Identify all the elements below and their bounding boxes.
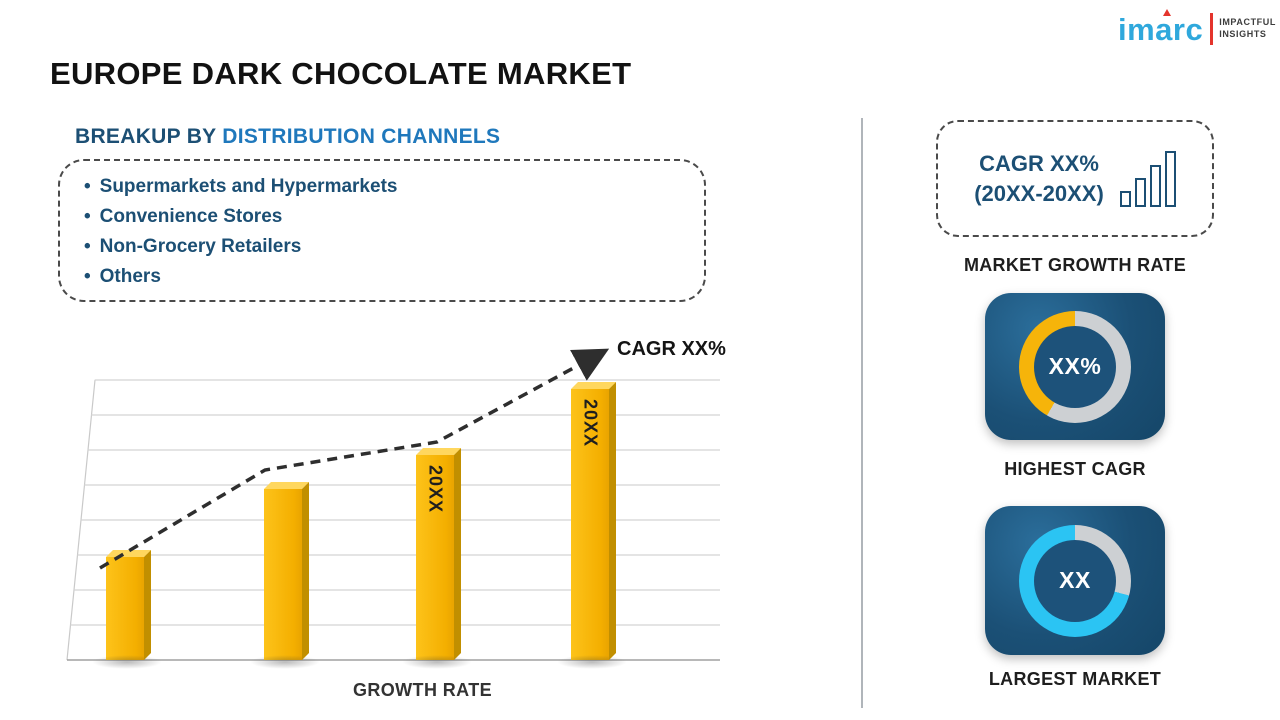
breakup-heading-highlight: DISTRIBUTION CHANNELS: [222, 125, 501, 148]
imarc-tagline-line1: IMPACTFUL: [1219, 17, 1276, 28]
chart-bar: 20XX: [557, 389, 627, 669]
chart-bar: 20XX: [402, 455, 472, 669]
highest-cagr-caption: HIGHEST CAGR: [1004, 459, 1146, 479]
bar-chart-icon-bar: [1134, 177, 1146, 207]
chart-gridlines: [66, 379, 720, 661]
imarc-tagline-line2: INSIGHTS: [1219, 29, 1267, 39]
bar-shadow: [402, 655, 472, 669]
cagr-card-text: CAGR XX% (20XX-20XX): [974, 149, 1104, 208]
bar-label: 20XX: [580, 399, 601, 448]
market-growth-rate-caption: MARKET GROWTH RATE: [963, 255, 1187, 275]
breakup-heading: BREAKUP BY DISTRIBUTION CHANNELS: [75, 125, 500, 149]
imarc-logo-tagline: IMPACTFUL INSIGHTS: [1219, 17, 1276, 40]
x-axis-label: GROWTH RATE: [352, 680, 493, 700]
largest-market-value: XX: [1059, 567, 1091, 593]
list-item: Non-Grocery Retailers: [84, 232, 680, 262]
cagr-card-line1: CAGR XX%: [979, 150, 1099, 176]
bar-shadow: [92, 655, 162, 669]
page-title: EUROPE DARK CHOCOLATE MARKET: [50, 56, 632, 91]
trend-annotation: CAGR XX%: [617, 338, 726, 360]
bar-chart: 20XX 20XX: [65, 375, 720, 669]
imarc-logo-brand: imarc: [1118, 11, 1204, 47]
cagr-card-line2: (20XX-20XX): [974, 180, 1104, 206]
distribution-channels-list: Supermarkets and Hypermarkets Convenienc…: [84, 172, 680, 292]
highest-cagr-value: XX%: [1048, 353, 1102, 379]
largest-market-tile: XX: [985, 506, 1165, 655]
cagr-card: CAGR XX% (20XX-20XX): [936, 120, 1214, 237]
imarc-logo-divider: [1210, 13, 1214, 45]
bar-chart-icon: [1119, 150, 1176, 207]
vertical-divider: [861, 118, 863, 708]
list-item: Supermarkets and Hypermarkets: [84, 172, 680, 202]
bar-chart-icon-bar: [1119, 190, 1131, 207]
breakup-heading-prefix: BREAKUP BY: [75, 125, 217, 148]
distribution-channels-box: Supermarkets and Hypermarkets Convenienc…: [58, 159, 706, 302]
imarc-logo-flame-icon: [1163, 9, 1171, 16]
largest-market-caption: LARGEST MARKET: [988, 669, 1162, 689]
chart-bar: [250, 489, 320, 669]
list-item: Others: [84, 262, 680, 292]
bar-chart-icon-bar: [1149, 164, 1161, 207]
highest-cagr-tile: XX%: [985, 293, 1165, 440]
imarc-logo: imarc IMPACTFUL INSIGHTS: [1118, 9, 1276, 47]
highest-cagr-donut-chart: XX%: [1019, 310, 1131, 423]
chart-bar: [92, 557, 162, 669]
largest-market-donut-chart: XX: [1019, 524, 1131, 637]
list-item: Convenience Stores: [84, 202, 680, 232]
bar-shadow: [250, 655, 320, 669]
bar-shadow: [557, 655, 627, 669]
bar-chart-icon-bar: [1164, 150, 1176, 207]
bar-label: 20XX: [425, 465, 446, 514]
